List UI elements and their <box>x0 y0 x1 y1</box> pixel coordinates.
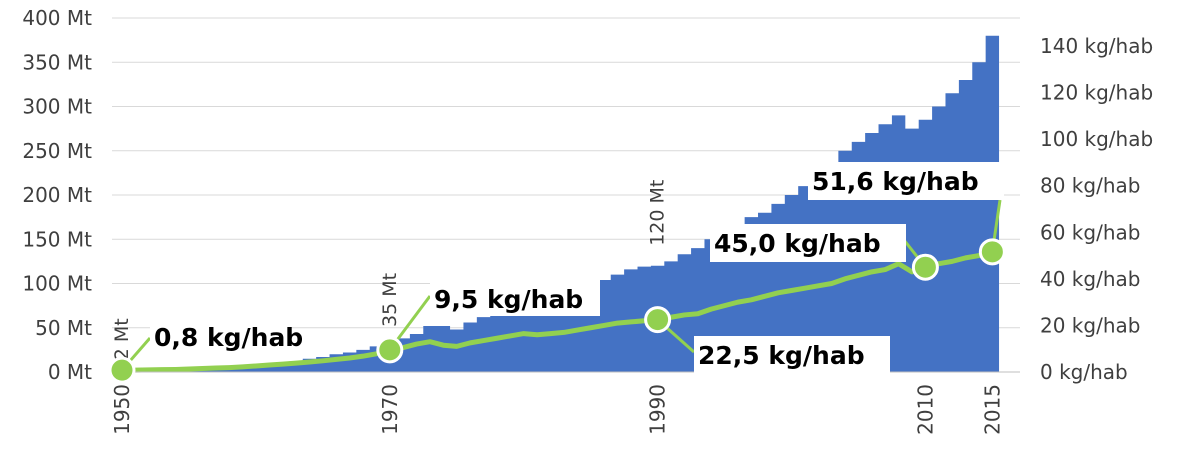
production-annotation: 120 Mt <box>647 180 669 246</box>
per-capita-line <box>119 249 995 373</box>
production-annotation: 2 Mt <box>111 318 133 360</box>
production-area-series <box>115 35 1000 372</box>
callout-box <box>694 336 890 374</box>
x-axis-tick-label: 2010 <box>913 384 937 435</box>
per-capita-marker <box>911 253 939 281</box>
x-axis-tick-label: 1990 <box>646 384 670 435</box>
left-axis-tick-label: 150 Mt <box>22 227 92 251</box>
right-axis-tick-label: 0 kg/hab <box>1040 360 1128 384</box>
right-axis-tick-label: 20 kg/hab <box>1040 313 1140 337</box>
left-axis-tick-label: 200 Mt <box>22 183 92 207</box>
x-axis-tick-label: 1970 <box>378 384 402 435</box>
production-area <box>115 35 1000 372</box>
x-axis-tick-label: 1950 <box>110 384 134 435</box>
x-axis-tick-label: 2015 <box>980 384 1004 435</box>
per-capita-marker <box>644 306 672 334</box>
left-axis-tick-label: 350 Mt <box>22 50 92 74</box>
right-axis-tick-label: 80 kg/hab <box>1040 174 1140 198</box>
right-axis-tick-label: 60 kg/hab <box>1040 220 1140 244</box>
callout-box <box>710 224 906 262</box>
left-axis-tick-label: 50 Mt <box>35 316 92 340</box>
left-axis-tick-label: 100 Mt <box>22 272 92 296</box>
per-capita-line-series <box>119 249 995 373</box>
callout-box <box>150 318 290 356</box>
right-axis-tick-label: 120 kg/hab <box>1040 81 1153 105</box>
right-axis-tick-label: 100 kg/hab <box>1040 127 1153 151</box>
per-capita-callout-label: 0,8 kg/hab <box>154 323 303 352</box>
axes: 0 Mt 50 Mt 100 Mt 150 Mt 200 Mt 250 Mt 300 Mt 3… <box>22 6 1153 435</box>
right-axis-tick-label: 140 kg/hab <box>1040 34 1153 58</box>
left-axis-tick-label: 0 Mt <box>48 360 92 384</box>
per-capita-markers: 0,8 kg/hab 9,5 kg/hab 22,5 kg/hab 45,0 kg/h… <box>108 162 1006 384</box>
callout-box <box>430 280 600 316</box>
per-capita-marker <box>376 336 404 364</box>
left-axis-tick-label: 400 Mt <box>22 6 92 30</box>
per-capita-callout-label: 22,5 kg/hab <box>698 341 865 370</box>
per-capita-marker <box>108 356 136 384</box>
right-axis-tick-label: 40 kg/hab <box>1040 267 1140 291</box>
callout-box <box>808 162 1004 200</box>
left-axis-tick-label: 300 Mt <box>22 95 92 119</box>
per-capita-callout-label: 9,5 kg/hab <box>434 285 583 314</box>
production-annotation: 35 Mt <box>379 273 401 327</box>
per-capita-callout-label: 51,6 kg/hab <box>812 167 979 196</box>
left-axis-tick-label: 250 Mt <box>22 139 92 163</box>
per-capita-marker <box>978 238 1006 266</box>
per-capita-callout-label: 45,0 kg/hab <box>714 229 881 258</box>
